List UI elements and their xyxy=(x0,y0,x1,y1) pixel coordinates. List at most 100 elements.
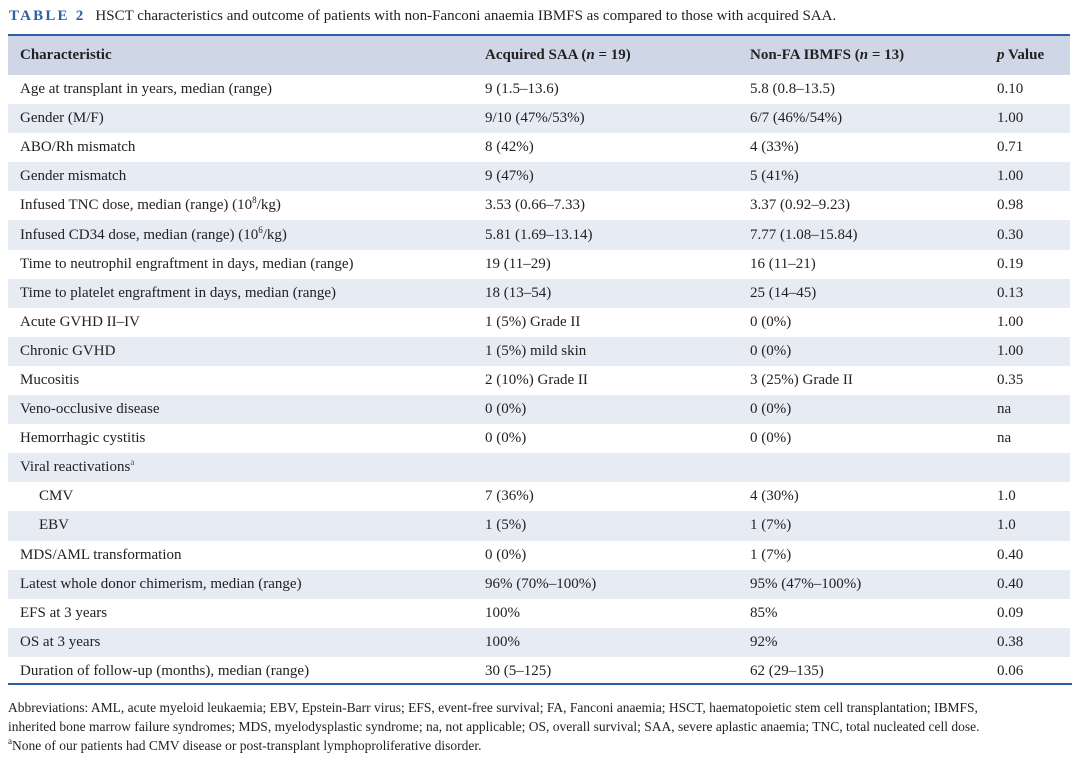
table-row: CMV 7 (36%) 4 (30%) 1.0 xyxy=(8,482,1070,511)
cell-acquired-saa: 0 (0%) xyxy=(485,430,527,447)
row-label: Veno-occlusive disease xyxy=(8,395,473,425)
header-row: Characteristic Acquired SAA (n = 19) Non… xyxy=(8,34,1070,75)
header-ibmfs-n: n xyxy=(859,47,869,63)
row-label: ABO/Rh mismatch xyxy=(20,139,136,156)
table-row: Age at transplant in years, median (rang… xyxy=(8,75,1070,104)
cell-non-fa-ibmfs: 5 (41%) xyxy=(738,162,985,192)
cell-p-value: 0.35 xyxy=(997,371,1024,388)
table-row: Chronic GVHD 1 (5%) mild skin 0 (0%) 1.00 xyxy=(8,336,1070,366)
row-label: Mucositis xyxy=(20,371,80,388)
row-label-unit: /kg) xyxy=(262,226,287,243)
row-label: EBV xyxy=(8,511,473,541)
row-label-unit: /kg) xyxy=(256,197,281,214)
cell-non-fa-ibmfs: 0 (0%) xyxy=(738,336,985,366)
table-row: ABO/Rh mismatch 8 (42%) 4 (33%) 0.71 xyxy=(8,133,1070,162)
table-row: Gender (M/F) 9/10 (47%/53%) 6/7 (46%/54%) 1… xyxy=(8,104,1070,134)
row-label: Gender mismatch xyxy=(8,162,473,192)
cell-acquired-saa: 1 (5%) Grade II xyxy=(485,313,581,330)
cell-p-value: 0.09 xyxy=(997,604,1024,621)
cell-non-fa-ibmfs: 5.8 (0.8–13.5) xyxy=(750,81,835,98)
row-label: Time to neutrophil engraftment in days, … xyxy=(20,255,354,272)
cell-p-value: 0.38 xyxy=(985,627,1070,657)
cell-acquired-saa xyxy=(473,453,738,483)
row-label-text: Infused TNC dose, median (range) (10 xyxy=(20,197,253,214)
cell-non-fa-ibmfs: 4 (30%) xyxy=(750,488,799,505)
cell-acquired-saa: 9 (47%) xyxy=(473,162,738,192)
header-p-italic: p xyxy=(997,47,1005,63)
header-saa-n: n xyxy=(586,47,595,63)
cell-non-fa-ibmfs: 3 (25%) Grade II xyxy=(750,371,853,388)
table-row: Veno-occlusive disease 0 (0%) 0 (0%) na xyxy=(8,395,1070,425)
table-row: Hemorrhagic cystitis 0 (0%) 0 (0%) na xyxy=(8,424,1070,453)
row-label: Latest whole donor chimerism, median (ra… xyxy=(8,569,473,599)
cell-non-fa-ibmfs: 92% xyxy=(738,627,985,657)
row-label: EFS at 3 years xyxy=(20,604,108,621)
table-caption: TABLE 2 HSCT characteristics and outcome … xyxy=(9,6,1074,26)
abbreviations-line-1: Abbreviations: AML, acute myeloid leukae… xyxy=(8,700,978,715)
table-row: Gender mismatch 9 (47%) 5 (41%) 1.00 xyxy=(8,162,1070,192)
footnote-marker: a xyxy=(8,736,12,746)
exponent: 6 xyxy=(258,224,263,235)
cell-non-fa-ibmfs: 85% xyxy=(750,604,778,621)
table-row: EBV 1 (5%) 1 (7%) 1.0 xyxy=(8,511,1070,541)
cell-p-value: 0.71 xyxy=(997,139,1024,156)
cell-p-value: na xyxy=(997,430,1012,447)
cell-acquired-saa: 2 (10%) Grade II xyxy=(485,371,588,388)
header-acquired-saa: Acquired SAA (n = 19) xyxy=(473,34,738,75)
exponent: 8 xyxy=(252,195,257,206)
row-label: Chronic GVHD xyxy=(8,336,473,366)
cell-p-value: 0.13 xyxy=(985,278,1070,308)
row-label: CMV xyxy=(39,488,74,505)
cell-p-value: 1.00 xyxy=(985,336,1070,366)
cell-p-value: 0.98 xyxy=(997,197,1024,214)
table-row: Infused TNC dose, median (range) (108/kg… xyxy=(8,191,1070,220)
cell-acquired-saa: 9 (1.5–13.6) xyxy=(485,81,559,98)
cell-p-value: 0.06 xyxy=(997,662,1024,679)
table-row: OS at 3 years 100% 92% 0.38 xyxy=(8,627,1070,657)
cell-acquired-saa: 8 (42%) xyxy=(485,139,534,156)
cell-non-fa-ibmfs: 0 (0%) xyxy=(738,395,985,425)
cell-non-fa-ibmfs: 7.77 (1.08–15.84) xyxy=(738,220,985,250)
table-label: TABLE 2 xyxy=(9,8,86,24)
table-row: Time to platelet engraftment in days, me… xyxy=(8,278,1070,308)
cell-non-fa-ibmfs: 4 (33%) xyxy=(750,139,799,156)
cell-p-value: 1.00 xyxy=(985,104,1070,134)
table-row: EFS at 3 years 100% 85% 0.09 xyxy=(8,599,1070,628)
row-label: Gender (M/F) xyxy=(8,104,473,134)
table-row: Acute GVHD II–IV 1 (5%) Grade II 0 (0%) 1.0… xyxy=(8,308,1070,337)
data-table: Characteristic Acquired SAA (n = 19) Non… xyxy=(8,34,1070,686)
cell-non-fa-ibmfs: 1 (7%) xyxy=(750,546,792,563)
cell-acquired-saa: 7 (36%) xyxy=(485,488,534,505)
header-p-value: p Value xyxy=(985,34,1070,75)
table-row: Viral reactivationsa xyxy=(8,453,1070,483)
cell-acquired-saa: 0 (0%) xyxy=(473,395,738,425)
row-label: Duration of follow-up (months), median (… xyxy=(20,662,310,679)
cell-non-fa-ibmfs: 62 (29–135) xyxy=(750,662,824,679)
cell-p-value: 1.00 xyxy=(997,313,1024,330)
row-label: Infused CD34 dose, median (range) (106/k… xyxy=(8,220,473,250)
cell-acquired-saa: 0 (0%) xyxy=(485,546,527,563)
table-row: Mucositis 2 (10%) Grade II 3 (25%) Grade I… xyxy=(8,366,1070,395)
table-row: MDS/AML transformation 0 (0%) 1 (7%) 0.40 xyxy=(8,541,1070,570)
cell-acquired-saa: 3.53 (0.66–7.33) xyxy=(485,197,585,214)
row-label: OS at 3 years xyxy=(8,627,473,657)
table-footnotes: Abbreviations: AML, acute myeloid leukae… xyxy=(8,683,1072,755)
row-label-text: Viral reactivations xyxy=(20,459,131,476)
cell-acquired-saa: 1 (5%) xyxy=(473,511,738,541)
header-ibmfs-suffix: = 13) xyxy=(868,47,905,63)
abbreviations-line-2: inherited bone marrow failure syndromes;… xyxy=(8,719,980,734)
header-characteristic: Characteristic xyxy=(8,34,473,75)
header-ibmfs-prefix: Non-FA IBMFS ( xyxy=(750,47,860,63)
cell-acquired-saa: 5.81 (1.69–13.14) xyxy=(473,220,738,250)
table-row: Latest whole donor chimerism, median (ra… xyxy=(8,569,1070,599)
table-row: Duration of follow-up (months), median (… xyxy=(8,657,1070,686)
row-label: Infused TNC dose, median (range) (108/kg… xyxy=(8,191,473,220)
caption-text: HSCT characteristics and outcome of pati… xyxy=(95,8,837,24)
cell-non-fa-ibmfs: 6/7 (46%/54%) xyxy=(738,104,985,134)
cell-non-fa-ibmfs: 25 (14–45) xyxy=(738,278,985,308)
cell-acquired-saa: 18 (13–54) xyxy=(473,278,738,308)
header-p-rest: Value xyxy=(1004,47,1045,63)
cell-acquired-saa: 100% xyxy=(485,604,520,621)
cell-p-value xyxy=(985,453,1070,483)
cell-non-fa-ibmfs: 1 (7%) xyxy=(738,511,985,541)
